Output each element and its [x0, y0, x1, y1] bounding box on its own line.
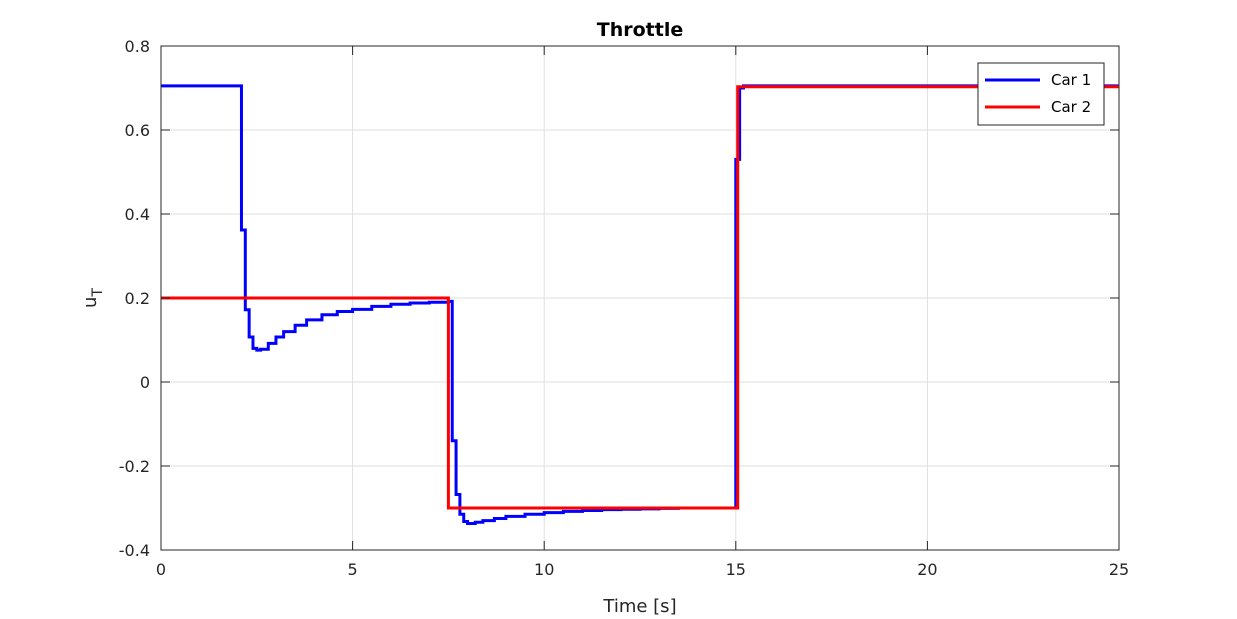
x-axis-label: Time [s] — [602, 596, 676, 617]
y-tick-label: 0.2 — [125, 289, 150, 308]
y-axis-ticks: -0.4 -0.2 0 0.2 0.4 0.6 0.8 — [119, 37, 1119, 560]
x-tick-label: 15 — [726, 560, 746, 579]
y-tick-label: 0.6 — [125, 121, 150, 140]
x-tick-label: 25 — [1109, 560, 1129, 579]
y-axis-label: uT — [80, 288, 106, 308]
legend-entry-label: Car 2 — [1051, 98, 1091, 116]
series-lines — [161, 84, 1119, 526]
legend-box — [977, 62, 1105, 126]
y-tick-label: 0.8 — [125, 37, 150, 56]
y-axis-label-main: u — [80, 297, 101, 308]
y-axis-label-subscript: T — [90, 288, 106, 298]
legend-entry-label: Car 1 — [1051, 71, 1091, 89]
y-tick-label: -0.4 — [119, 541, 150, 560]
x-tick-label: 0 — [156, 560, 166, 579]
legend: Car 1 Car 2 — [977, 62, 1105, 126]
x-tick-label: 5 — [348, 560, 358, 579]
y-tick-label: 0 — [140, 373, 150, 392]
chart-title: Throttle — [597, 19, 683, 41]
series-line-car-2 — [161, 85, 1119, 510]
x-axis-ticks: 0 5 10 15 20 25 — [156, 46, 1129, 579]
y-tick-label: -0.2 — [119, 457, 150, 476]
x-tick-label: 10 — [534, 560, 554, 579]
y-tick-label: 0.4 — [125, 205, 150, 224]
x-tick-label: 20 — [917, 560, 937, 579]
